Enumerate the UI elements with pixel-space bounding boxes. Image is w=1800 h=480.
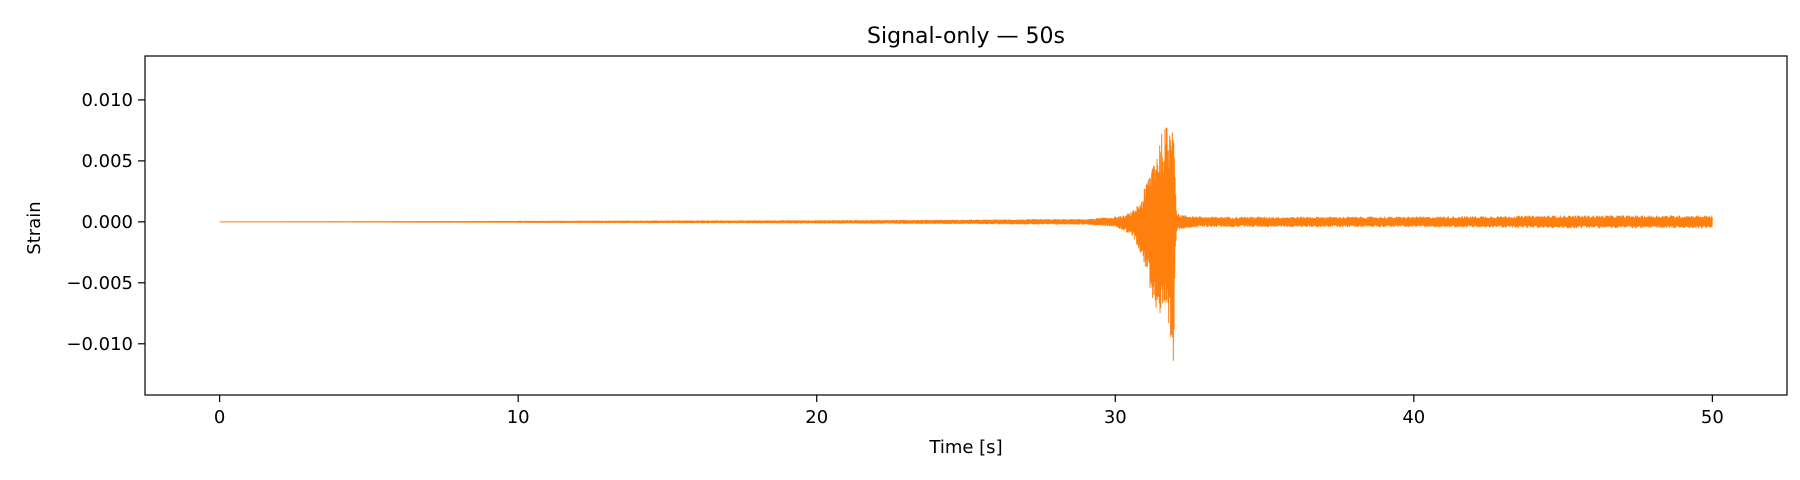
x-tick-label: 30 bbox=[1104, 407, 1127, 428]
x-tick-label: 50 bbox=[1701, 407, 1724, 428]
x-tick-label: 20 bbox=[805, 407, 828, 428]
y-axis-label: Strain bbox=[24, 201, 45, 254]
y-tick-label: 0.005 bbox=[81, 151, 133, 172]
axes-frame bbox=[144, 55, 1788, 396]
x-tick-label: 40 bbox=[1402, 407, 1425, 428]
y-tick-label: 0.010 bbox=[81, 90, 133, 111]
plot-area bbox=[219, 127, 1713, 361]
y-tick-label: −0.010 bbox=[66, 334, 133, 355]
x-tick-label: 10 bbox=[507, 407, 530, 428]
y-tick-label: 0.000 bbox=[81, 212, 133, 233]
x-tick-label: 0 bbox=[214, 407, 225, 428]
chart-title: Signal-only — 50s bbox=[867, 24, 1065, 49]
series-line-0 bbox=[219, 127, 1713, 361]
x-axis-label: Time [s] bbox=[928, 437, 1002, 458]
axes: 0 10 20 30 40 50 0.010 0.005 0.000 −0.005 −0.010 bbox=[66, 55, 1788, 428]
y-tick-label: −0.005 bbox=[66, 273, 133, 294]
